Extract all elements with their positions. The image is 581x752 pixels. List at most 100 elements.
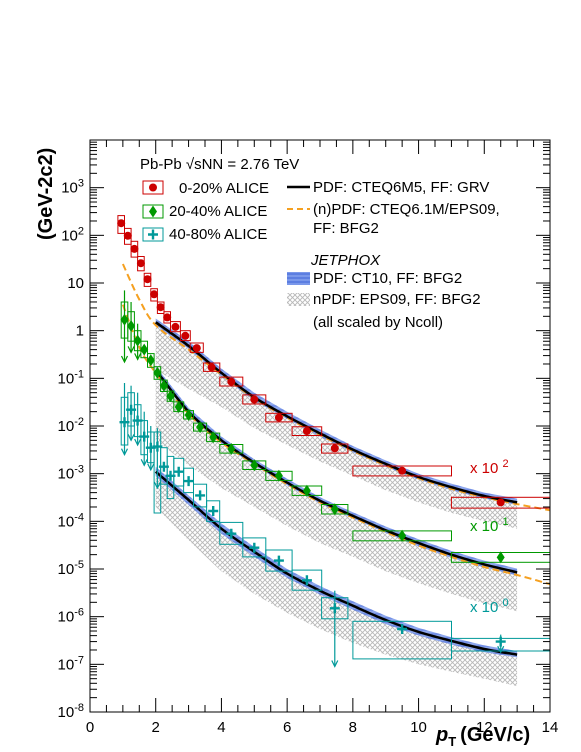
marker: [181, 331, 190, 340]
alice-data: [117, 215, 550, 668]
sys-box: [265, 549, 293, 572]
data-point-0-14: [265, 412, 293, 423]
marker: [250, 459, 259, 472]
data-point-1-14: [265, 469, 293, 482]
data-point-1-6: [159, 379, 168, 393]
data-point-0-3: [136, 256, 145, 272]
data-point-0-10: [189, 342, 204, 353]
data-point-2-8: [173, 457, 185, 487]
legend-scaling-note: (all scaled by Ncoll): [313, 314, 443, 331]
axes: 0 2 4 6 8 10 12 1410-810-710-610-510-410-310-21…: [58, 139, 558, 736]
legend-marker-40-80: [148, 229, 158, 240]
sys-box: [170, 321, 181, 333]
y-tick-label: 1: [76, 323, 84, 340]
sys-box: [265, 412, 293, 423]
marker: [397, 624, 408, 634]
y-tick-label: 10-3: [58, 464, 84, 483]
data-point-0-2: [130, 240, 139, 258]
data-point-1-13: [242, 459, 267, 472]
data-point-1-16: [321, 503, 349, 516]
sys-box: [291, 426, 323, 436]
x-tick-label: 0: [86, 719, 94, 736]
marker: [140, 343, 149, 356]
legend-jetphox-title: JETPHOX: [310, 252, 381, 269]
legend-band-ct10: [287, 272, 310, 285]
y-axis-title: (GeV-2c2): [35, 148, 57, 240]
marker: [133, 334, 142, 347]
stat-arrow: [153, 481, 161, 490]
curve-cteq6m5-0: [154, 321, 518, 504]
marker: [156, 303, 165, 312]
marker: [123, 231, 132, 240]
data-point-0-4: [143, 272, 152, 287]
legend-band-eps09: [287, 293, 310, 306]
x-tick-label: 10: [410, 719, 427, 736]
data-point-0-13: [242, 394, 267, 405]
data-point-0-8: [170, 321, 181, 333]
stat-arrow: [134, 353, 142, 361]
x-tick-label: 2: [152, 719, 160, 736]
data-point-1-2: [133, 323, 142, 361]
stat-arrow: [331, 660, 339, 668]
legend-label-eps09: nPDF: EPS09, FF: BFG2: [313, 291, 481, 308]
data-point-1-10: [193, 421, 208, 434]
marker: [226, 528, 237, 539]
marker: [183, 476, 194, 487]
data-point-2-15: [291, 569, 323, 591]
marker: [171, 322, 180, 331]
data-point-1-0: [120, 290, 129, 364]
legend-marker-0-20: [149, 183, 157, 192]
y-tick-label: 10: [67, 275, 84, 292]
stat-arrow: [127, 346, 135, 354]
marker: [250, 395, 259, 404]
data-point-2-13: [242, 537, 267, 558]
marker: [152, 441, 163, 452]
marker: [153, 366, 162, 379]
legend-marker-20-40: [149, 205, 157, 218]
sys-box: [219, 521, 244, 545]
marker: [173, 466, 184, 477]
marker: [249, 542, 260, 553]
y-tick-label: 10-4: [58, 511, 84, 530]
marker: [207, 363, 216, 372]
marker: [496, 551, 505, 564]
marker: [398, 529, 407, 542]
x-tick-label: 6: [283, 719, 291, 736]
data-point-2-9: [183, 467, 195, 494]
data-point-0-7: [163, 311, 172, 324]
stat-arrow: [140, 459, 148, 467]
sys-box: [321, 443, 349, 454]
y-tick-label: 10-7: [58, 654, 84, 673]
data-point-0-16: [321, 443, 349, 454]
stat-arrow: [120, 448, 129, 457]
data-point-2-16: [321, 590, 349, 668]
marker: [192, 344, 201, 353]
data-point-2-11: [206, 500, 221, 522]
marker: [143, 275, 152, 284]
data-point-0-0: [117, 215, 126, 234]
marker: [166, 390, 175, 403]
marker: [302, 484, 311, 497]
scale-label-20-40: x 10 1: [470, 516, 509, 535]
marker: [330, 444, 339, 453]
legend-label-cteq61m: (n)PDF: CTEQ6.1M/EPS09,: [313, 201, 500, 218]
stat-arrow: [134, 438, 142, 447]
sys-box: [352, 465, 452, 477]
x-tick-label: 8: [349, 719, 357, 736]
band-eps09-1: [155, 368, 518, 612]
marker: [184, 409, 193, 421]
marker: [227, 443, 236, 455]
y-tick-label: 10-1: [58, 368, 84, 387]
scale-label-40-80: x 10 0: [470, 597, 509, 616]
scale-exponent: 2: [503, 458, 509, 470]
y-tick-label: 103: [61, 178, 84, 197]
marker: [329, 603, 340, 614]
scale-label-0-20: x 10 2: [470, 458, 509, 477]
marker: [274, 413, 283, 422]
data-point-2-12: [219, 521, 244, 545]
x-axis-title-sub: T: [448, 734, 456, 749]
legend-box-20-40: [142, 204, 164, 219]
marker: [209, 431, 218, 444]
data-point-1-8: [173, 401, 185, 413]
